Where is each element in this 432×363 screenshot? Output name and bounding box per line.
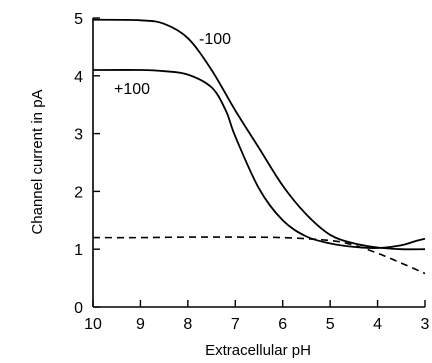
curve-dashed bbox=[92, 236, 426, 275]
curve-minus-100 bbox=[92, 18, 426, 251]
series-label-minus-100: -100 bbox=[199, 31, 231, 48]
x-tick-label: 5 bbox=[326, 316, 335, 333]
x-tick-label: 10 bbox=[84, 316, 102, 333]
series-label-plus-100: +100 bbox=[114, 81, 150, 98]
curve-plus-100 bbox=[92, 69, 426, 249]
y-tick-label: 3 bbox=[74, 127, 83, 144]
x-axis-title: Extracellular pH bbox=[205, 342, 311, 359]
plot-area bbox=[92, 18, 425, 308]
ticks: 0 1 2 3 4 5 10 9 8 7 6 5 4 3 bbox=[74, 11, 429, 333]
x-tick-label: 9 bbox=[136, 316, 145, 333]
x-tick-label: 8 bbox=[183, 316, 192, 333]
y-axis-title: Channel current in pA bbox=[29, 89, 46, 234]
y-tick-label: 0 bbox=[74, 300, 83, 317]
y-tick-label: 5 bbox=[74, 11, 83, 28]
curves bbox=[92, 18, 426, 275]
y-tick-label: 4 bbox=[74, 69, 83, 86]
y-tick-label: 2 bbox=[74, 184, 83, 201]
x-tick-label: 4 bbox=[373, 316, 382, 333]
x-tick-label: 6 bbox=[278, 316, 287, 333]
x-tick-label: 3 bbox=[421, 316, 430, 333]
y-tick-label: 1 bbox=[74, 242, 83, 259]
x-tick-label: 7 bbox=[231, 316, 240, 333]
labels: -100 +100 bbox=[114, 31, 231, 98]
